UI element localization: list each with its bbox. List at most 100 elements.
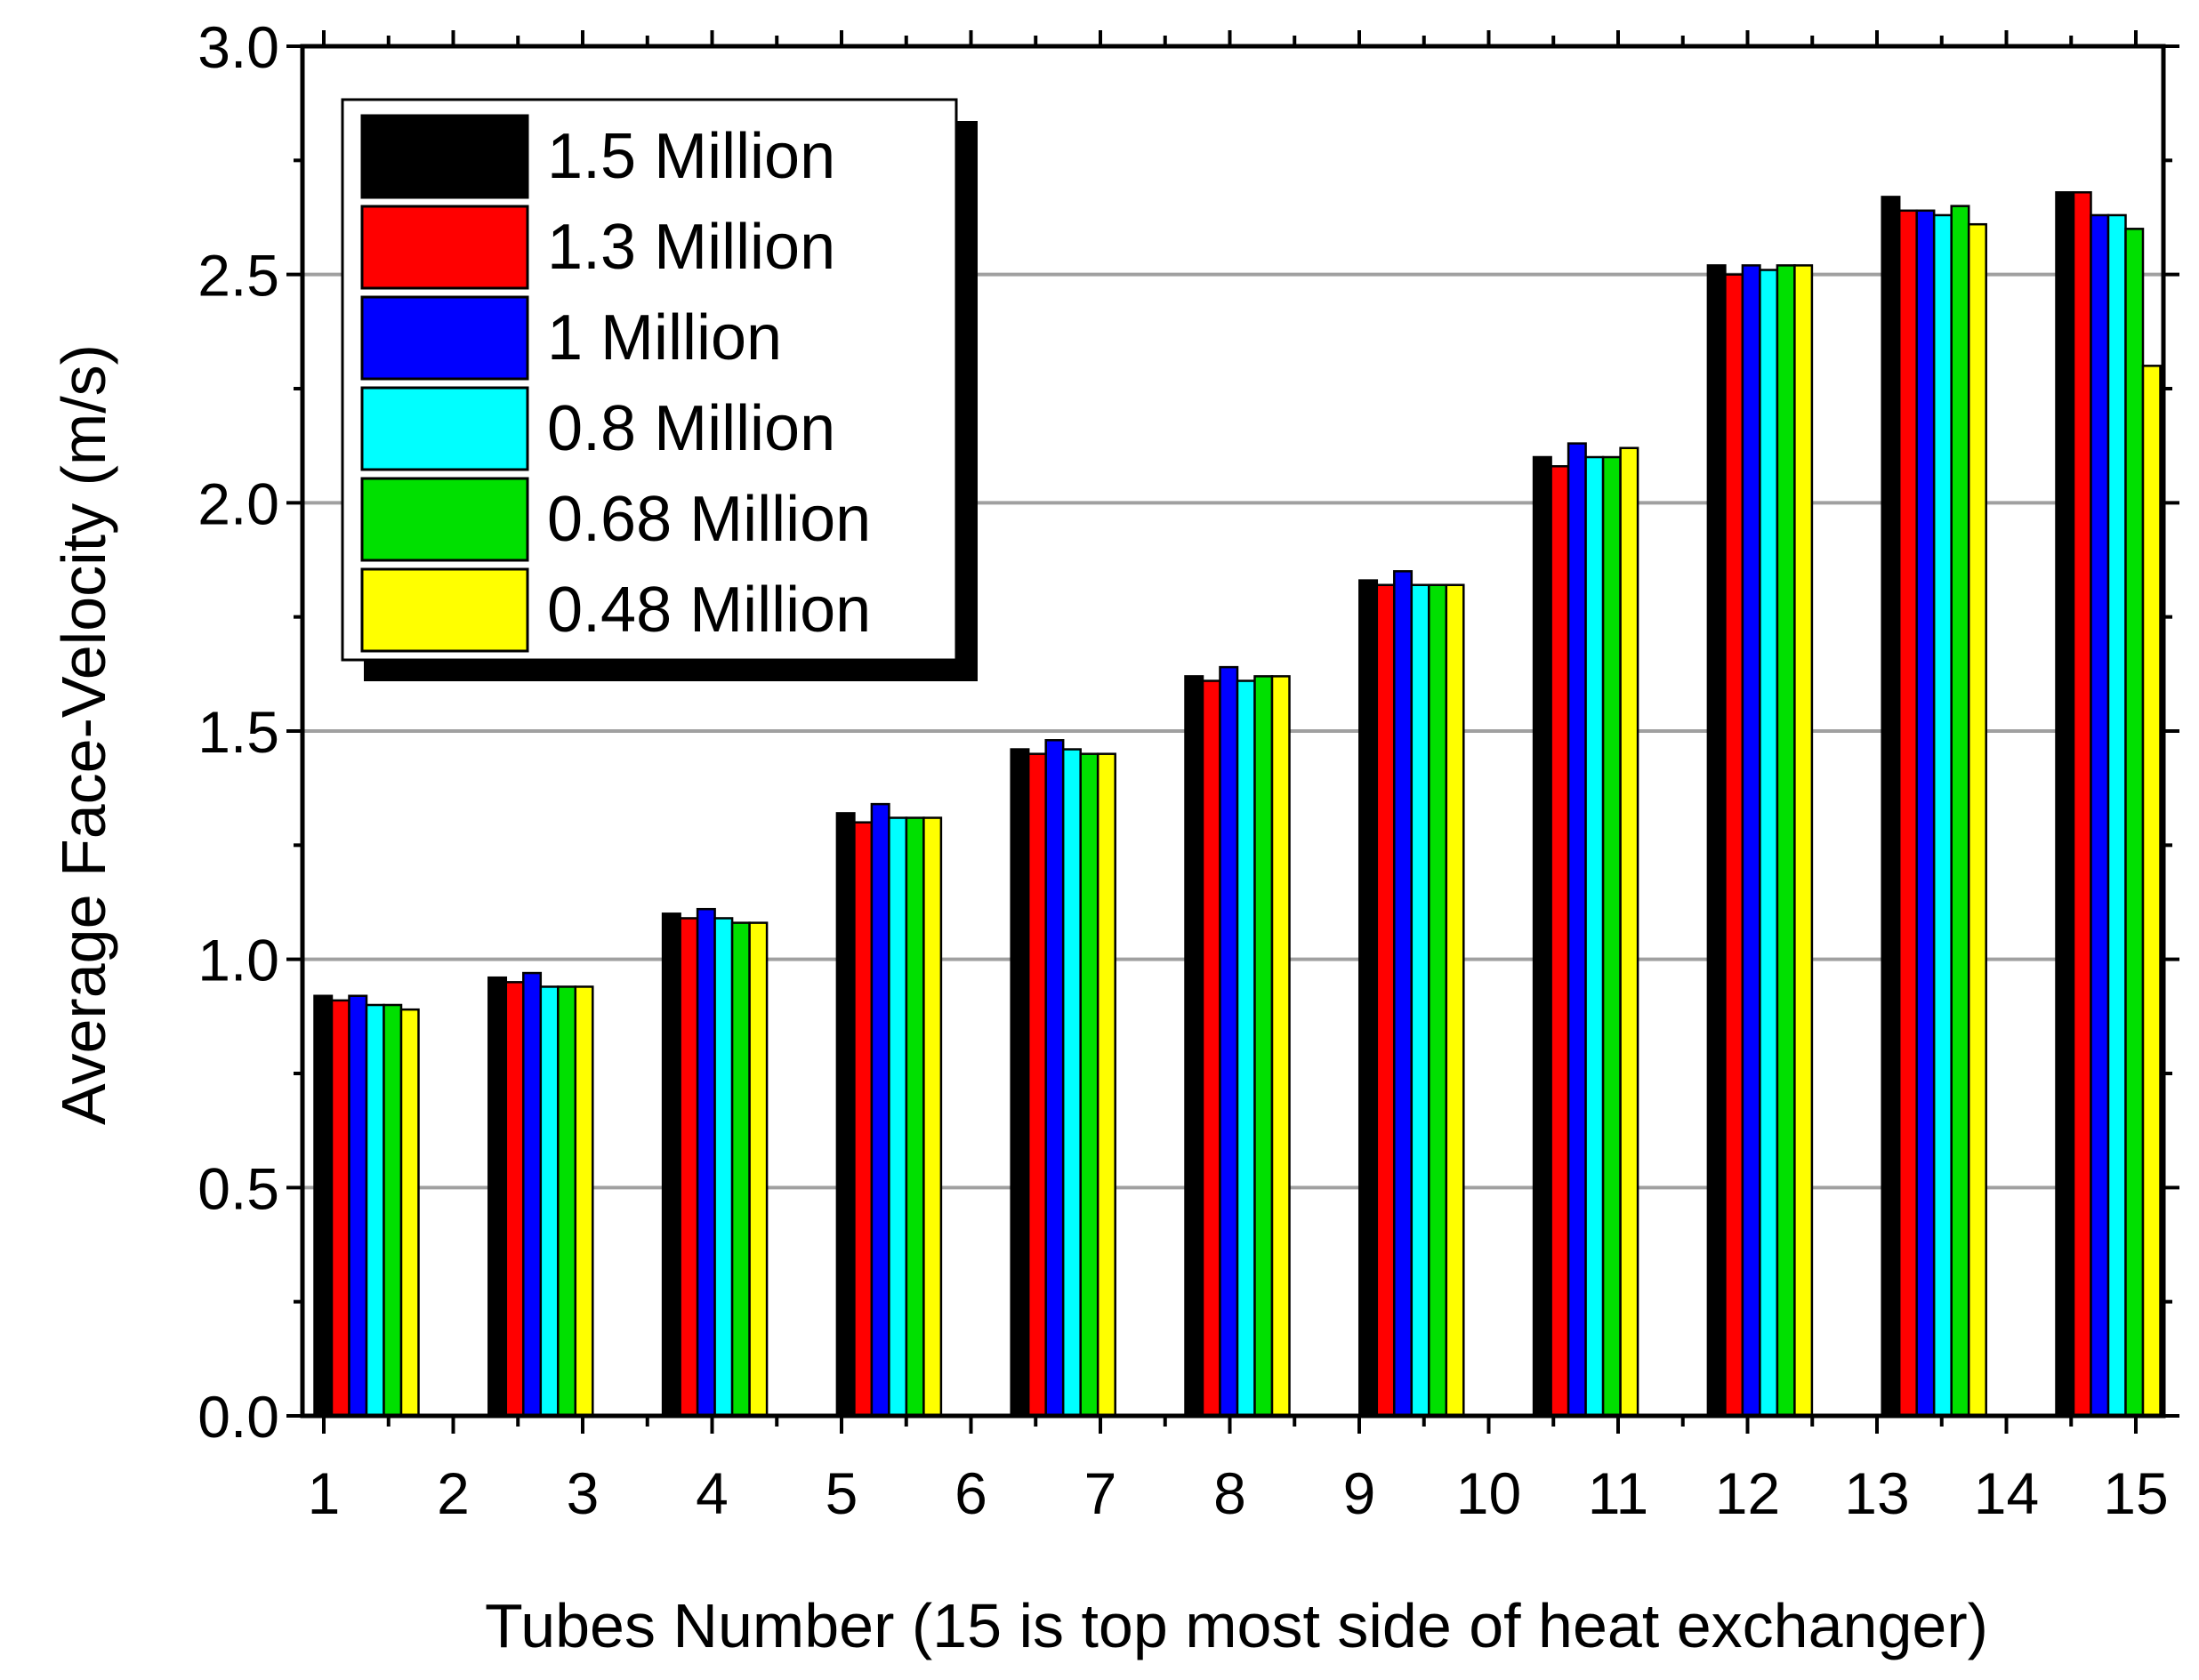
bar (853, 821, 874, 1418)
legend-swatch (360, 205, 529, 290)
bar (1428, 583, 1448, 1418)
x-tick-label: 6 (955, 1460, 987, 1526)
bar (1010, 748, 1030, 1418)
legend-label: 1 Million (547, 302, 782, 374)
bar (1550, 465, 1570, 1418)
legend-item: 0.68 Million (360, 477, 871, 562)
legend-item: 1.3 Million (360, 205, 835, 290)
bar (730, 921, 751, 1418)
bar (1584, 455, 1605, 1418)
bar (1759, 269, 1779, 1418)
bar (1897, 209, 1918, 1418)
legend: 1.5 Million 1.3 Million 1 Million 0.8 Milli… (341, 98, 978, 681)
bar (1253, 675, 1274, 1418)
bar (1601, 455, 1622, 1418)
bar (2072, 191, 2092, 1418)
bar (748, 921, 769, 1418)
bars (313, 191, 2162, 1418)
bar (1393, 570, 1414, 1418)
bar (2124, 228, 2145, 1418)
bar (574, 985, 594, 1418)
bar (1741, 264, 1761, 1418)
x-tick-label: 1 (308, 1460, 341, 1526)
bar (1079, 752, 1100, 1418)
bar (661, 912, 681, 1418)
bar (1358, 579, 1379, 1418)
x-tick-label: 12 (1715, 1460, 1780, 1526)
bar (1027, 752, 1047, 1418)
bar (1445, 583, 1465, 1418)
bar (2141, 365, 2162, 1418)
bar (557, 985, 577, 1418)
bar (1184, 675, 1204, 1418)
y-tick-label: 2.0 (197, 470, 279, 536)
bar (1967, 222, 1987, 1418)
bar (1706, 264, 1727, 1418)
bar (1096, 752, 1116, 1418)
bar (313, 994, 334, 1418)
axis-ticks (286, 30, 2179, 1434)
x-tick-label: 4 (696, 1460, 729, 1526)
legend-swatch (360, 114, 529, 199)
bar (870, 802, 890, 1418)
bar (504, 981, 525, 1418)
bar (487, 976, 508, 1418)
bar (1201, 679, 1221, 1418)
bar (1619, 446, 1639, 1418)
bar (1061, 748, 1082, 1418)
legend-swatch (360, 295, 529, 381)
bar (1532, 455, 1552, 1418)
bar (399, 1008, 420, 1418)
x-tick-label: 11 (1588, 1460, 1649, 1526)
bar (1219, 665, 1239, 1418)
bar (1776, 264, 1796, 1418)
bar (1793, 264, 1814, 1418)
y-tick-label: 2.5 (197, 243, 279, 309)
x-tick-labels: 1 2 3 4 5 6 7 8 9 10 11 12 13 14 15 (308, 1460, 2169, 1526)
legend-item: 0.8 Million (360, 386, 835, 471)
bar (1724, 273, 1744, 1418)
y-tick-label: 1.0 (197, 928, 279, 993)
legend-item: 0.48 Million (360, 567, 871, 653)
x-tick-label: 14 (1974, 1460, 2039, 1526)
y-tick-label: 0.0 (197, 1384, 279, 1450)
y-axis-title: Average Face-Velocity (m/s) (49, 344, 118, 1125)
bar (1881, 196, 1901, 1418)
bar (888, 816, 908, 1418)
legend-swatch (360, 567, 529, 653)
bar (1236, 679, 1256, 1418)
x-tick-label: 5 (826, 1460, 858, 1526)
legend-label: 0.8 Million (547, 393, 835, 464)
x-tick-label: 2 (437, 1460, 470, 1526)
bar (365, 1003, 385, 1418)
bar (1410, 583, 1430, 1418)
legend-label: 0.68 Million (547, 484, 871, 555)
legend-items: 1.5 Million 1.3 Million 1 Million 0.8 Milli… (360, 114, 871, 653)
bar (2055, 191, 2075, 1418)
legend-swatch (360, 386, 529, 471)
x-tick-label: 10 (1456, 1460, 1521, 1526)
legend-swatch (360, 477, 529, 562)
bar (1915, 209, 1936, 1418)
bar (696, 907, 716, 1418)
y-tick-label: 3.0 (197, 14, 279, 80)
legend-item: 1.5 Million (360, 114, 835, 199)
bar (539, 985, 560, 1418)
bar (383, 1003, 403, 1418)
bar (330, 999, 350, 1418)
x-tick-label: 7 (1084, 1460, 1117, 1526)
y-tick-labels: 0.0 0.5 1.0 1.5 2.0 2.5 3.0 (197, 14, 279, 1450)
bar (713, 917, 734, 1418)
bar (835, 812, 856, 1418)
bar (2106, 213, 2127, 1418)
legend-label: 1.5 Million (547, 121, 835, 192)
legend-item: 1 Million (360, 295, 782, 381)
bar (348, 994, 368, 1418)
bar (1567, 442, 1587, 1418)
bar (679, 917, 699, 1418)
x-tick-label: 3 (567, 1460, 600, 1526)
bar (2090, 213, 2110, 1418)
bar (1044, 739, 1065, 1418)
bar (905, 816, 925, 1418)
